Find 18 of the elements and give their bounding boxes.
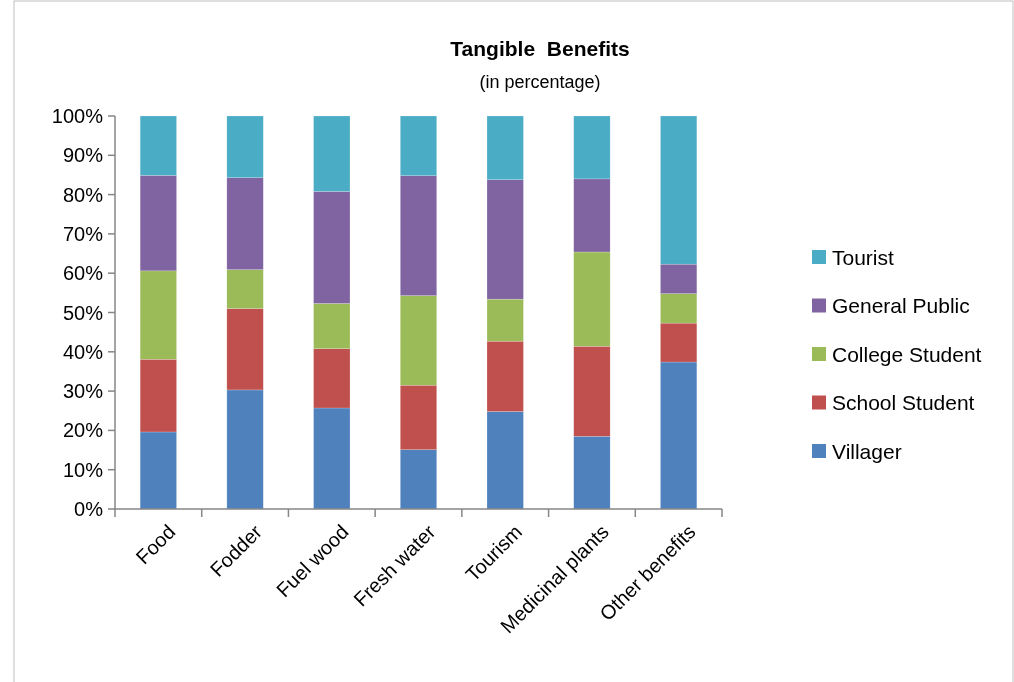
y-tick-label: 80%	[62, 183, 104, 206]
y-tick-label: 70%	[62, 222, 104, 245]
y-tick-label: 20%	[62, 419, 104, 442]
y-tick-label: 30%	[62, 380, 104, 403]
chart-subtitle: (in percentage)	[479, 72, 601, 92]
y-tick-label: 100%	[51, 105, 104, 127]
legend-label: General Public	[832, 294, 970, 317]
y-tick-label: 10%	[62, 458, 104, 481]
legend-label: Tourist	[832, 245, 895, 269]
y-tick-label: 60%	[62, 262, 104, 285]
legend-label: Villager	[832, 439, 902, 463]
y-tick-label: 50%	[62, 301, 104, 324]
y-tick-label: 0%	[74, 498, 104, 520]
chart-title: Tangible Benefits	[450, 37, 630, 60]
y-tick-label: 40%	[62, 340, 104, 363]
legend-label: School Student	[832, 391, 975, 414]
legend-label: College Student	[832, 342, 982, 366]
y-tick-label: 90%	[62, 144, 104, 167]
